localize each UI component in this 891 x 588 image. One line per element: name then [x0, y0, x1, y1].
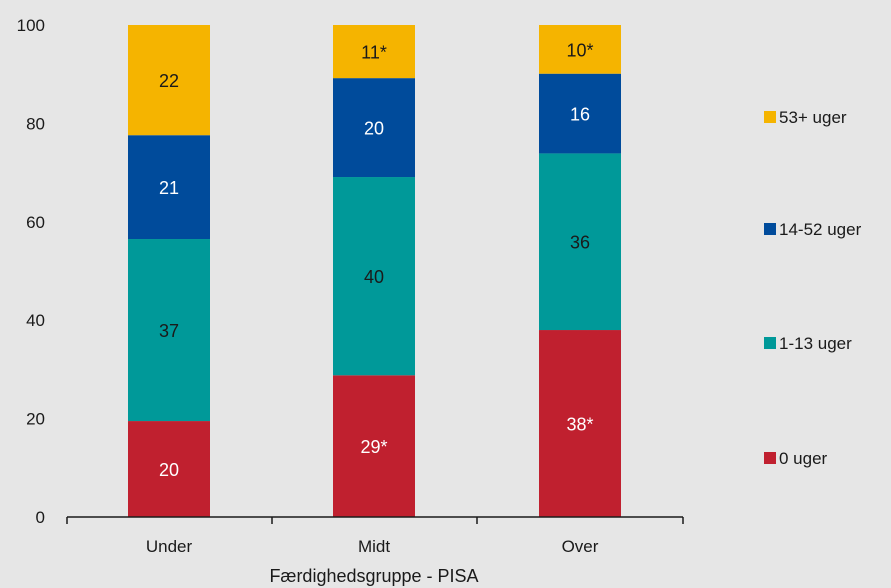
- y-tick-label: 60: [26, 213, 45, 232]
- bar-segment-under-0-uger: [128, 421, 210, 517]
- bar-segment-midt-0-uger: [333, 375, 415, 517]
- legend-swatch-53-uger: [764, 111, 776, 123]
- legend-swatch-0-uger: [764, 452, 776, 464]
- data-label: 20: [364, 119, 384, 139]
- data-label: 22: [159, 71, 179, 91]
- x-tick-label: Under: [146, 537, 193, 556]
- y-tick-label: 20: [26, 410, 45, 429]
- y-tick-label: 0: [36, 508, 45, 527]
- data-label: 29*: [360, 437, 387, 457]
- data-label: 20: [159, 460, 179, 480]
- bar-segment-under-53-uger: [128, 25, 210, 136]
- legend-swatch-1-13-uger: [764, 337, 776, 349]
- data-label: 10*: [566, 40, 593, 60]
- bar-segment-over-1-13-uger: [539, 153, 621, 331]
- legend-label: 53+ uger: [779, 108, 847, 127]
- data-label: 11*: [361, 43, 387, 63]
- legend: 53+ uger 14-52 uger 1-13 uger 0 uger: [764, 108, 862, 468]
- bars: 20 37 21 22 29* 40 20 11* 38* 36 16 10*: [128, 25, 621, 517]
- y-tick-label: 80: [26, 114, 45, 133]
- bar-segment-under-1-13-uger: [128, 239, 210, 422]
- data-label: 36: [570, 233, 590, 253]
- bar-segment-over-0-uger: [539, 330, 621, 517]
- legend-label: 1-13 uger: [779, 334, 852, 353]
- bar-segment-over-14-52-uger: [539, 73, 621, 154]
- x-tick-label: Midt: [358, 537, 390, 556]
- y-axis-ticks: 0 20 40 60 80 100: [17, 16, 45, 527]
- bar-segment-midt-1-13-uger: [333, 177, 415, 376]
- x-axis: Under Midt Over: [66, 516, 684, 556]
- data-label: 40: [364, 267, 384, 287]
- bar-segment-over-53-uger: [539, 25, 621, 74]
- data-label: 16: [570, 105, 590, 125]
- data-label: 38*: [566, 415, 593, 435]
- bar-segment-midt-14-52-uger: [333, 78, 415, 178]
- y-tick-label: 40: [26, 311, 45, 330]
- x-tick-label: Over: [562, 537, 599, 556]
- bar-segment-midt-53-uger: [333, 25, 415, 79]
- data-label: 21: [159, 178, 179, 198]
- legend-label: 0 uger: [779, 449, 828, 468]
- legend-swatch-14-52-uger: [764, 223, 776, 235]
- legend-label: 14-52 uger: [779, 220, 862, 239]
- x-axis-title: Færdighedsgruppe - PISA: [269, 566, 478, 586]
- y-tick-label: 100: [17, 16, 45, 35]
- data-label: 37: [159, 321, 179, 341]
- bar-segment-under-14-52-uger: [128, 135, 210, 240]
